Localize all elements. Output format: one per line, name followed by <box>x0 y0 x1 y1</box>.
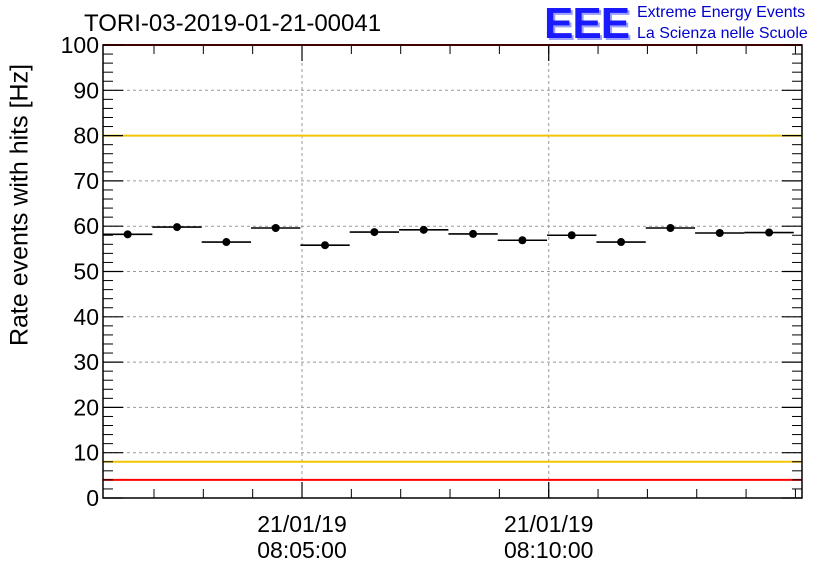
data-point <box>715 228 724 237</box>
grid-lines <box>103 45 802 498</box>
logo-line-1: Extreme Energy Events <box>637 4 806 21</box>
tick-labels: 010203040506070809010021/01/1908:05:0021… <box>61 32 594 563</box>
y-axis-label: Rate events with hits [Hz] <box>5 63 34 347</box>
data-points <box>103 223 794 250</box>
x-tick-label-date: 21/01/19 <box>257 511 347 537</box>
axis-ticks <box>103 44 802 499</box>
data-point <box>370 228 379 237</box>
x-tick-label-time: 08:05:00 <box>257 537 347 563</box>
chart-title: TORI-03-2019-01-21-00041 <box>84 10 382 37</box>
y-tick-label: 20 <box>73 394 99 420</box>
y-tick-label: 90 <box>73 77 99 103</box>
eee-logo: EEE Extreme Energy Events La Scienza nel… <box>544 2 834 48</box>
data-point <box>617 238 626 247</box>
data-point <box>222 238 231 247</box>
data-point <box>123 230 132 239</box>
reference-lines <box>103 44 802 481</box>
y-tick-label: 0 <box>86 485 99 511</box>
y-tick-label: 10 <box>73 440 99 466</box>
y-tick-label: 60 <box>73 213 99 239</box>
data-point <box>765 228 774 237</box>
x-tick-label-time: 08:10:00 <box>504 537 594 563</box>
eee-logo-mark: EEE <box>544 0 630 48</box>
data-point <box>173 223 182 232</box>
y-tick-label: 50 <box>73 259 99 285</box>
data-point <box>567 231 576 240</box>
y-tick-label: 80 <box>73 123 99 149</box>
logo-line-2: La Scienza nelle Scuole <box>637 25 808 42</box>
data-point <box>666 224 675 233</box>
data-point <box>469 229 478 238</box>
data-point <box>271 224 280 233</box>
x-tick-label-date: 21/01/19 <box>504 511 594 537</box>
y-tick-label: 30 <box>73 349 99 375</box>
y-tick-label: 100 <box>61 32 99 58</box>
data-point <box>518 236 527 245</box>
data-point <box>321 241 330 250</box>
data-point <box>419 225 428 234</box>
y-tick-label: 70 <box>73 168 99 194</box>
y-tick-label: 40 <box>73 304 99 330</box>
